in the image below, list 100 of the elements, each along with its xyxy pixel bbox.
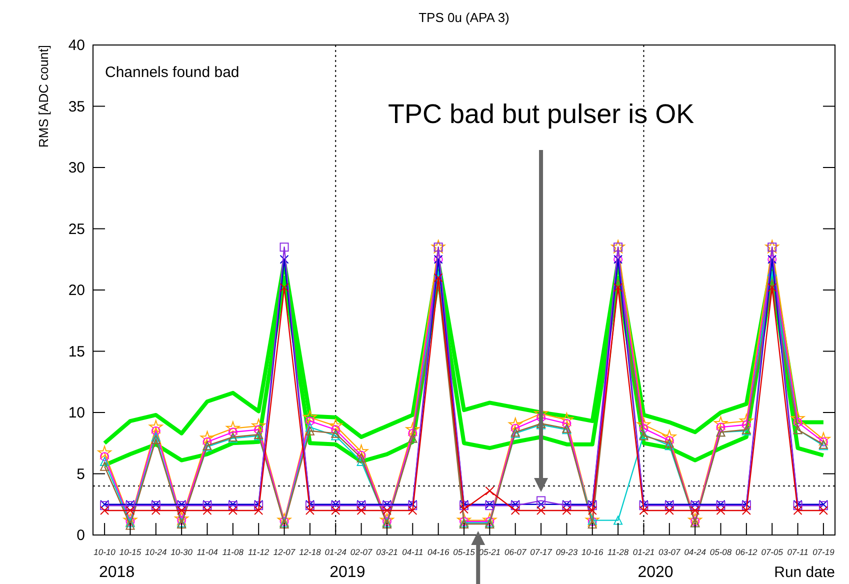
point [664,441,674,450]
point [510,506,520,515]
x-tick-label: 10-16 [582,547,604,557]
x-tick-label: 04-16 [427,547,450,557]
x-tick-label: 11-04 [196,547,218,557]
point [100,462,110,471]
point [305,422,314,432]
point [818,506,828,515]
point [662,430,676,443]
point [614,516,623,525]
x-tick-label: 07-19 [812,547,835,557]
point [174,512,188,525]
x-axis-title: Run date [774,564,835,581]
point [614,283,623,292]
point [280,242,289,252]
y-tick-label: 35 [68,98,85,116]
x-tick-label: 06-12 [736,547,758,557]
point [740,414,754,427]
text: 2019 [330,564,366,581]
point [200,431,214,444]
x-tick-label: 10-24 [145,547,168,557]
y-tick-label: 5 [76,466,85,483]
point [485,486,494,496]
point [482,513,497,526]
y-tick-label: 25 [68,220,85,238]
point [790,411,805,425]
point [536,496,546,506]
x-tick-label: 05-08 [710,547,732,557]
x-tick-label: 10-10 [94,547,116,557]
x-tick-label: 01-21 [632,547,655,557]
y-axis-title: RMS [ADC count] [36,45,51,148]
point [664,438,674,448]
point [123,513,138,526]
y-tick-label: 40 [68,37,85,54]
point [408,506,418,515]
point [126,520,135,530]
point [536,500,546,509]
y-tick-label: 20 [68,282,85,299]
point [226,421,240,434]
y-tick-label: 30 [68,160,85,176]
point [460,504,468,514]
point [151,506,160,515]
point [688,513,702,526]
x-tick-label: 02-07 [350,547,372,557]
point [611,240,625,254]
point [716,506,726,515]
point [793,506,802,515]
x-tick-label: 03-21 [376,547,398,557]
y-tick-label: 15 [68,343,85,360]
point [536,506,546,515]
point [356,453,366,462]
point [331,431,340,440]
point [202,506,212,515]
point [280,283,289,292]
point [252,418,266,432]
point [816,432,830,446]
x-tick-label: 10-30 [170,547,193,557]
point [457,513,471,526]
annotation: TPC bad but pulser is OK [388,99,694,129]
point [382,506,392,515]
point [560,412,574,426]
point [328,418,342,432]
text: 2020 [638,564,674,581]
point [305,426,314,436]
x-tick-label: 04-24 [684,547,706,557]
x-tick-label: 10-15 [119,547,142,557]
point [277,513,292,526]
point [636,418,651,431]
point [305,506,314,515]
annotation: Channels found bad [105,64,240,81]
point [98,446,112,459]
point [100,506,110,515]
x-tick-label: 11-08 [222,547,244,557]
point [768,283,777,292]
point [431,240,446,254]
point [765,240,779,254]
point [126,506,135,515]
point [690,506,700,515]
x-tick-label: 03-07 [658,547,681,557]
point [356,506,366,515]
x-tick-label: 01-24 [324,547,347,557]
point [406,422,420,436]
chart-title: TPS 0u (APA 3) [418,10,510,25]
y-tick-label: 0 [76,527,85,544]
point [768,279,777,288]
point [280,254,289,264]
x-tick-label: 11-28 [607,547,629,557]
x-tick-label: 04-11 [402,547,424,557]
x-tick-label: 12-18 [299,547,322,557]
point [254,506,264,515]
point [508,418,522,431]
x-tick-label: 05-15 [453,547,476,557]
point [380,513,394,526]
x-tick-label: 09-23 [556,547,578,557]
x-tick-label: 11-12 [248,547,270,557]
point [228,506,238,515]
text: 2018 [99,564,135,581]
point [356,457,366,466]
x-tick-label: 12-07 [273,547,296,557]
point [331,506,340,515]
